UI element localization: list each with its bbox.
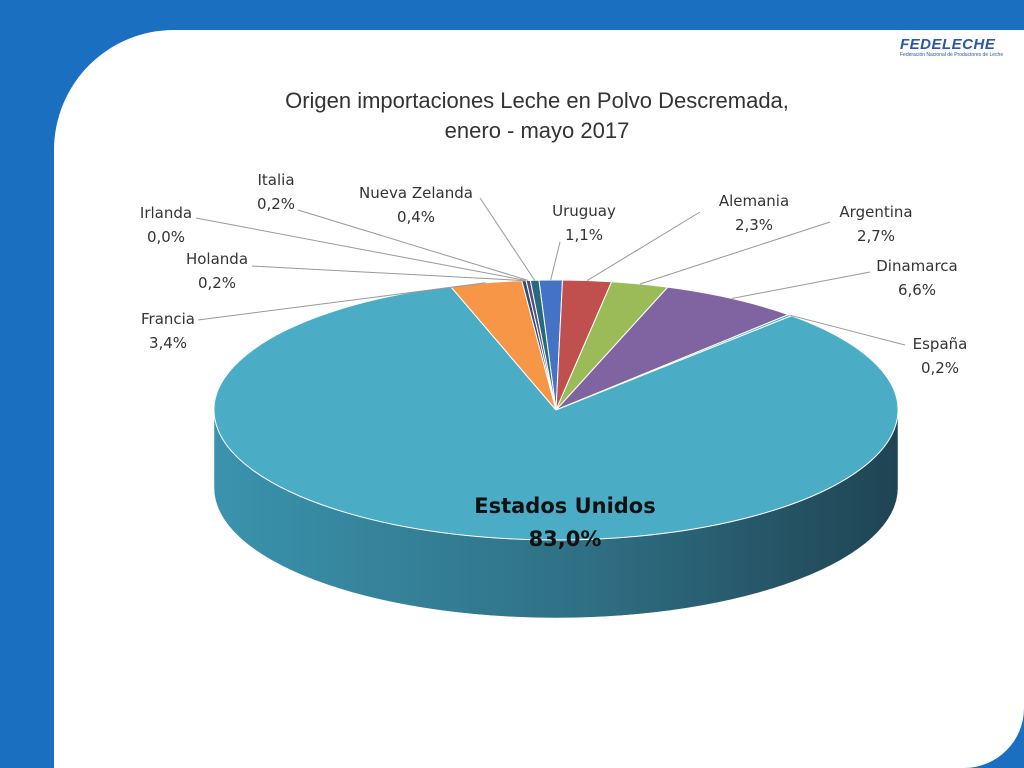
label-francia-name: Francia (141, 310, 195, 328)
leader-italia (297, 209, 529, 281)
leader-holanda (251, 265, 524, 282)
label-nueva-zelanda-value: 0,4% (397, 208, 435, 226)
label-dinamarca-value: 6,6% (898, 281, 936, 299)
label-estados-unidos-name: Estados Unidos (474, 494, 655, 518)
label-estados-unidos-value: 83,0% (529, 527, 602, 551)
label-holanda-name: Holanda (186, 250, 248, 268)
label-nueva-zelanda-name: Nueva Zelanda (359, 184, 473, 202)
label-alemania-name: Alemania (719, 192, 789, 210)
label-alemania-value: 2,3% (735, 216, 773, 234)
label-uruguay-value: 1,1% (565, 226, 603, 244)
label-irlanda-value: 0,0% (147, 228, 185, 246)
pie-labels: Uruguay 1,1% Alemania 2,3% Argentina 2,7% Dina… (140, 171, 967, 551)
leader-argentina (639, 221, 831, 285)
leader-francia (197, 282, 486, 321)
label-uruguay-name: Uruguay (552, 202, 616, 220)
label-argentina-name: Argentina (839, 203, 912, 221)
label-españa-value: 0,2% (921, 359, 959, 377)
fedeleche-logo: FEDELECHE Federación Nacional de Product… (900, 36, 1010, 66)
leader-alemania (586, 211, 701, 281)
pie-slice-estados-unidos (213, 285, 899, 541)
logo-subtitle: Federación Nacional de Productores de Le… (900, 52, 1004, 58)
chart-title-line-2: enero - mayo 2017 (445, 118, 630, 143)
label-argentina-value: 2,7% (857, 227, 895, 245)
logo-text: FEDELECHE (900, 36, 996, 53)
leader-dinamarca (731, 271, 871, 299)
label-irlanda-name: Irlanda (140, 204, 192, 222)
leader-uruguay (550, 241, 561, 281)
label-holanda-value: 0,2% (198, 274, 236, 292)
leader-irlanda (195, 217, 527, 281)
label-italia-value: 0,2% (257, 195, 295, 213)
label-francia-value: 3,4% (149, 334, 187, 352)
label-italia-name: Italia (257, 171, 294, 189)
leader-nueva-zelanda (479, 197, 536, 281)
label-españa-name: España (913, 335, 968, 353)
leader-españa (789, 314, 906, 346)
label-dinamarca-name: Dinamarca (876, 257, 958, 275)
chart-title-line-1: Origen importaciones Leche en Polvo Desc… (285, 88, 789, 113)
